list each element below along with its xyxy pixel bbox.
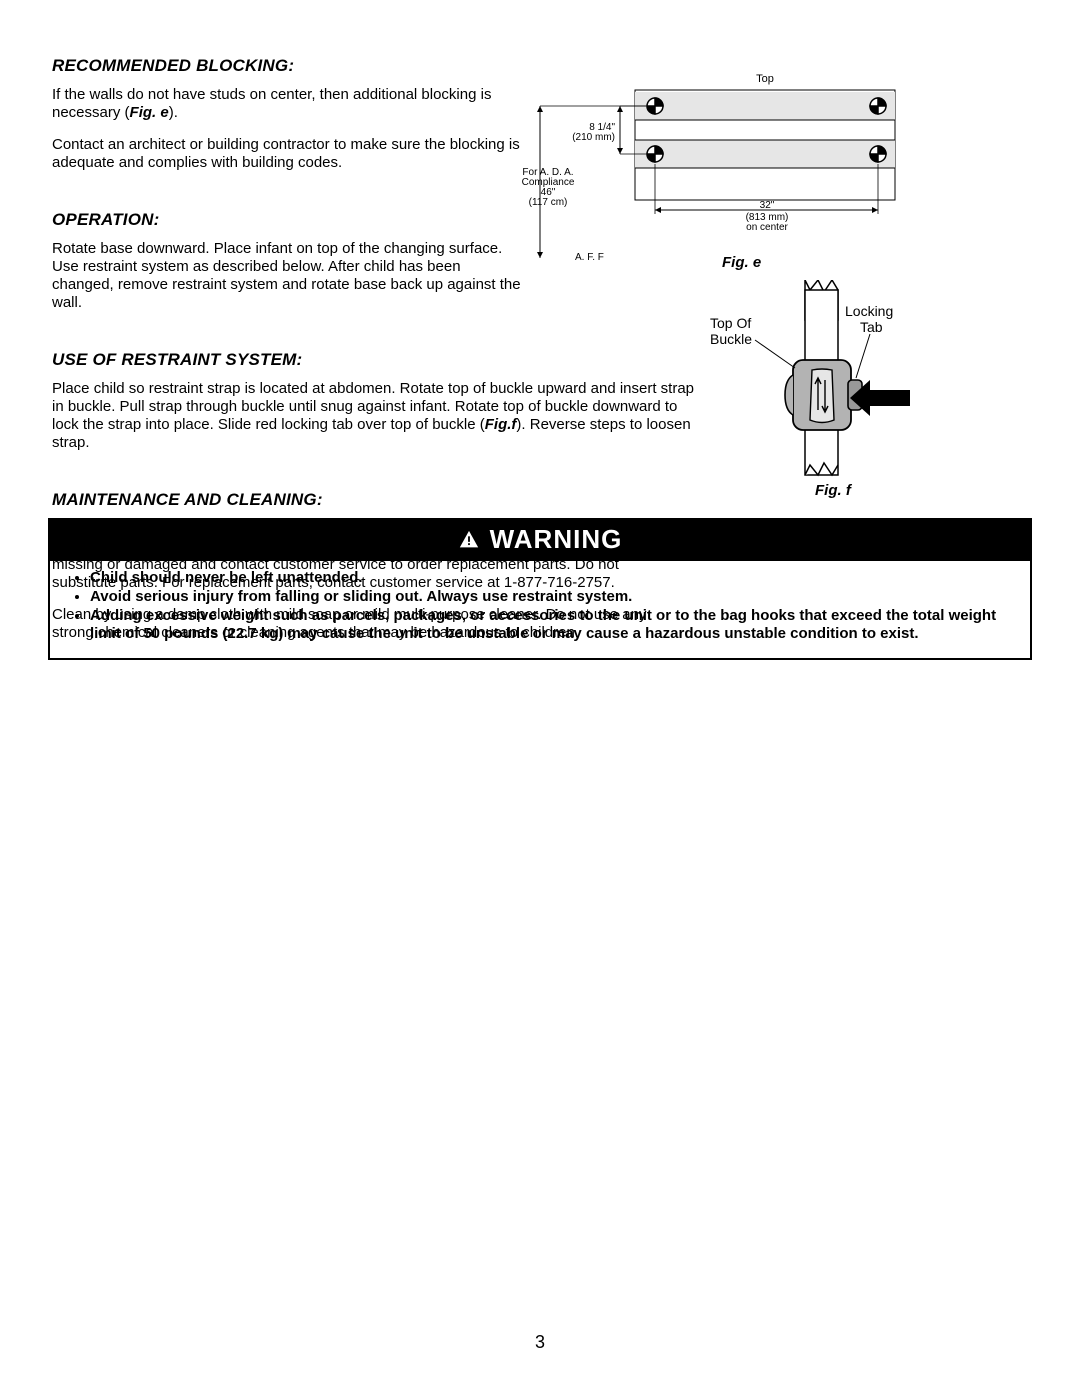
svg-text:on center: on center xyxy=(746,222,788,233)
svg-text:Locking: Locking xyxy=(845,303,893,319)
warning-box: WARNING Child should never be left unatt… xyxy=(48,518,1032,660)
warning-body: Child should never be left unattended. A… xyxy=(50,561,1030,658)
text-operation-1: Rotate base downward. Place infant on to… xyxy=(52,240,522,312)
warning-title: WARNING xyxy=(490,524,623,555)
text-span: ). xyxy=(169,104,178,121)
warning-icon xyxy=(458,529,480,551)
svg-text:Tab: Tab xyxy=(860,319,883,335)
fig-ref-e: Fig. e xyxy=(130,104,169,121)
svg-text:Top Of: Top Of xyxy=(710,315,751,331)
svg-text:32": 32" xyxy=(760,200,775,211)
warning-item: Adding excessive weight such as parcels,… xyxy=(90,607,1010,645)
figure-f: Top Of Buckle Locking Tab xyxy=(700,280,920,490)
text-recommended-blocking-2: Contact an architect or building contrac… xyxy=(52,136,522,172)
svg-text:(210 mm): (210 mm) xyxy=(572,132,615,143)
page-number: 3 xyxy=(0,1332,1080,1353)
fig-e-label-top: Top xyxy=(756,73,774,85)
fig-f-caption: Fig. f xyxy=(815,482,851,499)
text-recommended-blocking-1: If the walls do not have studs on center… xyxy=(52,86,522,122)
text-span: If the walls do not have studs on center… xyxy=(52,86,491,121)
document-page: RECOMMENDED BLOCKING: If the walls do no… xyxy=(0,0,1080,1397)
fig-ref-f: Fig.f xyxy=(485,416,517,433)
figure-e: Top 8 1/4" (210 mm) For A. D. A. Complia… xyxy=(520,70,900,270)
warning-item: Child should never be left unattended. xyxy=(90,569,1010,588)
svg-text:A. F. F: A. F. F xyxy=(575,252,604,263)
svg-text:Buckle: Buckle xyxy=(710,331,752,347)
heading-maintenance: MAINTENANCE AND CLEANING: xyxy=(52,490,1028,510)
text-restraint-1: Place child so restraint strap is locate… xyxy=(52,380,702,452)
svg-text:(117 cm): (117 cm) xyxy=(529,197,568,208)
warning-item: Avoid serious injury from falling or sli… xyxy=(90,588,1010,607)
fig-e-caption: Fig. e xyxy=(722,254,761,271)
warning-header: WARNING xyxy=(50,520,1030,561)
